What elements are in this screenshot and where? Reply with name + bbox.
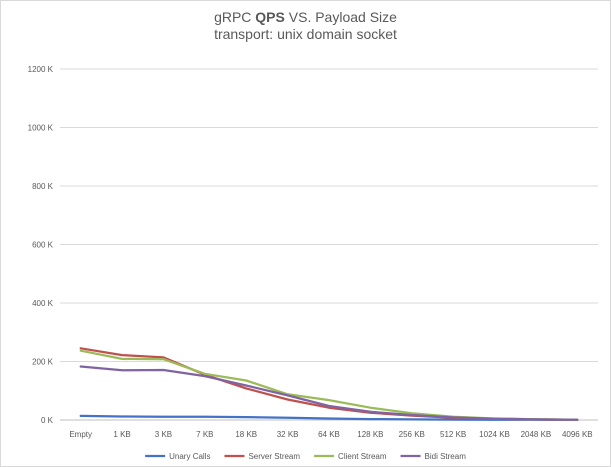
y-tick-label: 400 K: [32, 299, 54, 308]
chart-title-prefix: gRPC: [214, 9, 256, 25]
x-tick-label: 32 KB: [277, 430, 299, 439]
chart-title-block: gRPC QPS VS. Payload Size transport: uni…: [1, 9, 610, 43]
x-tick-label: 4096 KB: [562, 430, 593, 439]
x-tick-label: Empty: [69, 430, 92, 439]
y-tick-label: 200 K: [32, 358, 54, 367]
x-tick-label: 512 KB: [440, 430, 466, 439]
x-tick-label: 128 KB: [357, 430, 383, 439]
x-tick-label: 2048 KB: [521, 430, 552, 439]
y-tick-label: 0 K: [41, 416, 54, 425]
x-tick-label: 18 KB: [235, 430, 257, 439]
chart-subtitle: transport: unix domain socket: [214, 26, 397, 42]
series-line-bidi-stream: [79, 365, 579, 421]
x-tick-label: 3 KB: [155, 430, 172, 439]
y-tick-label: 1000 K: [28, 124, 54, 133]
gridlines: [60, 68, 598, 421]
y-axis-ticks: 0 K 200 K 400 K 600 K 800 K 1000 K 1200 K: [28, 65, 54, 425]
chart-title-bold: QPS: [255, 9, 285, 25]
x-tick-label: 256 KB: [399, 430, 425, 439]
y-tick-label: 800 K: [32, 182, 54, 191]
legend-label-client-stream: Client Stream: [338, 452, 387, 461]
legend-label-unary-calls: Unary Calls: [169, 452, 210, 461]
series-lines: [79, 347, 579, 422]
chart-title: gRPC QPS VS. Payload Size: [1, 9, 610, 26]
legend-label-bidi-stream: Bidi Stream: [425, 452, 467, 461]
y-tick-label: 1200 K: [28, 65, 54, 74]
y-tick-label: 600 K: [32, 241, 54, 250]
x-tick-label: 7 KB: [196, 430, 213, 439]
chart-title-suffix: VS. Payload Size: [284, 9, 397, 25]
x-tick-label: 64 KB: [318, 430, 340, 439]
x-tick-label: 1 KB: [113, 430, 130, 439]
legend: Unary Calls Server Stream Client Stream Bid…: [145, 452, 466, 461]
legend-label-server-stream: Server Stream: [248, 452, 300, 461]
x-axis-ticks: Empty 1 KB 3 KB 7 KB 18 KB 32 KB 64 KB 128 KB 25…: [69, 430, 592, 439]
x-tick-label: 1024 KB: [479, 430, 510, 439]
